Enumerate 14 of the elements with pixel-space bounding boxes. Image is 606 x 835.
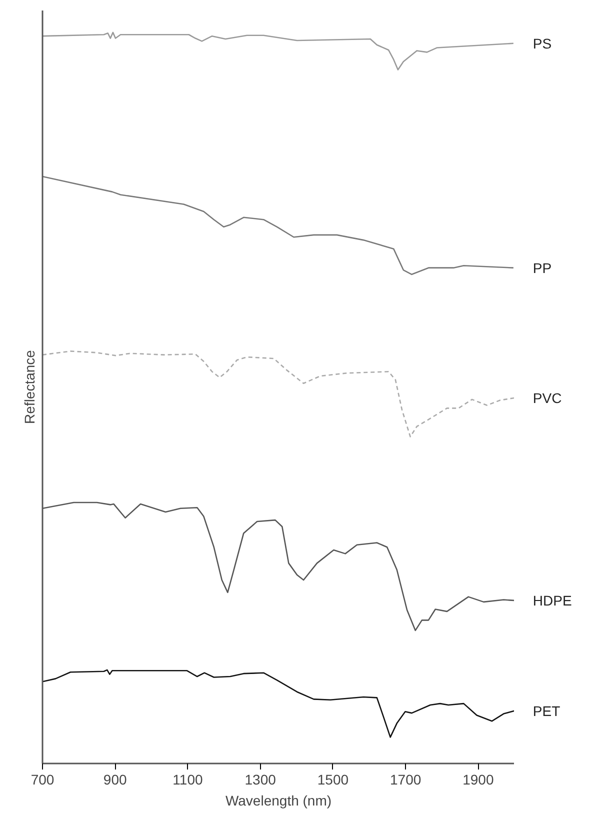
x-axis-title: Wavelength (nm) — [225, 792, 332, 808]
x-tick-label: 1700 — [390, 772, 422, 788]
x-tick-label: 700 — [30, 772, 54, 788]
series-label: HDPE — [532, 592, 572, 608]
series-label: PS — [532, 35, 552, 52]
x-tick-label: 1500 — [317, 772, 349, 788]
x-tick-label: 1900 — [462, 772, 494, 788]
x-tick-label: 1300 — [244, 772, 276, 788]
series-label: PVC — [532, 390, 562, 406]
series-label: PP — [532, 260, 552, 276]
series-label: PET — [532, 702, 561, 719]
y-axis-title: Reflectance — [22, 350, 38, 424]
x-tick-label: 900 — [103, 772, 128, 788]
x-tick-label: 1100 — [172, 772, 203, 788]
